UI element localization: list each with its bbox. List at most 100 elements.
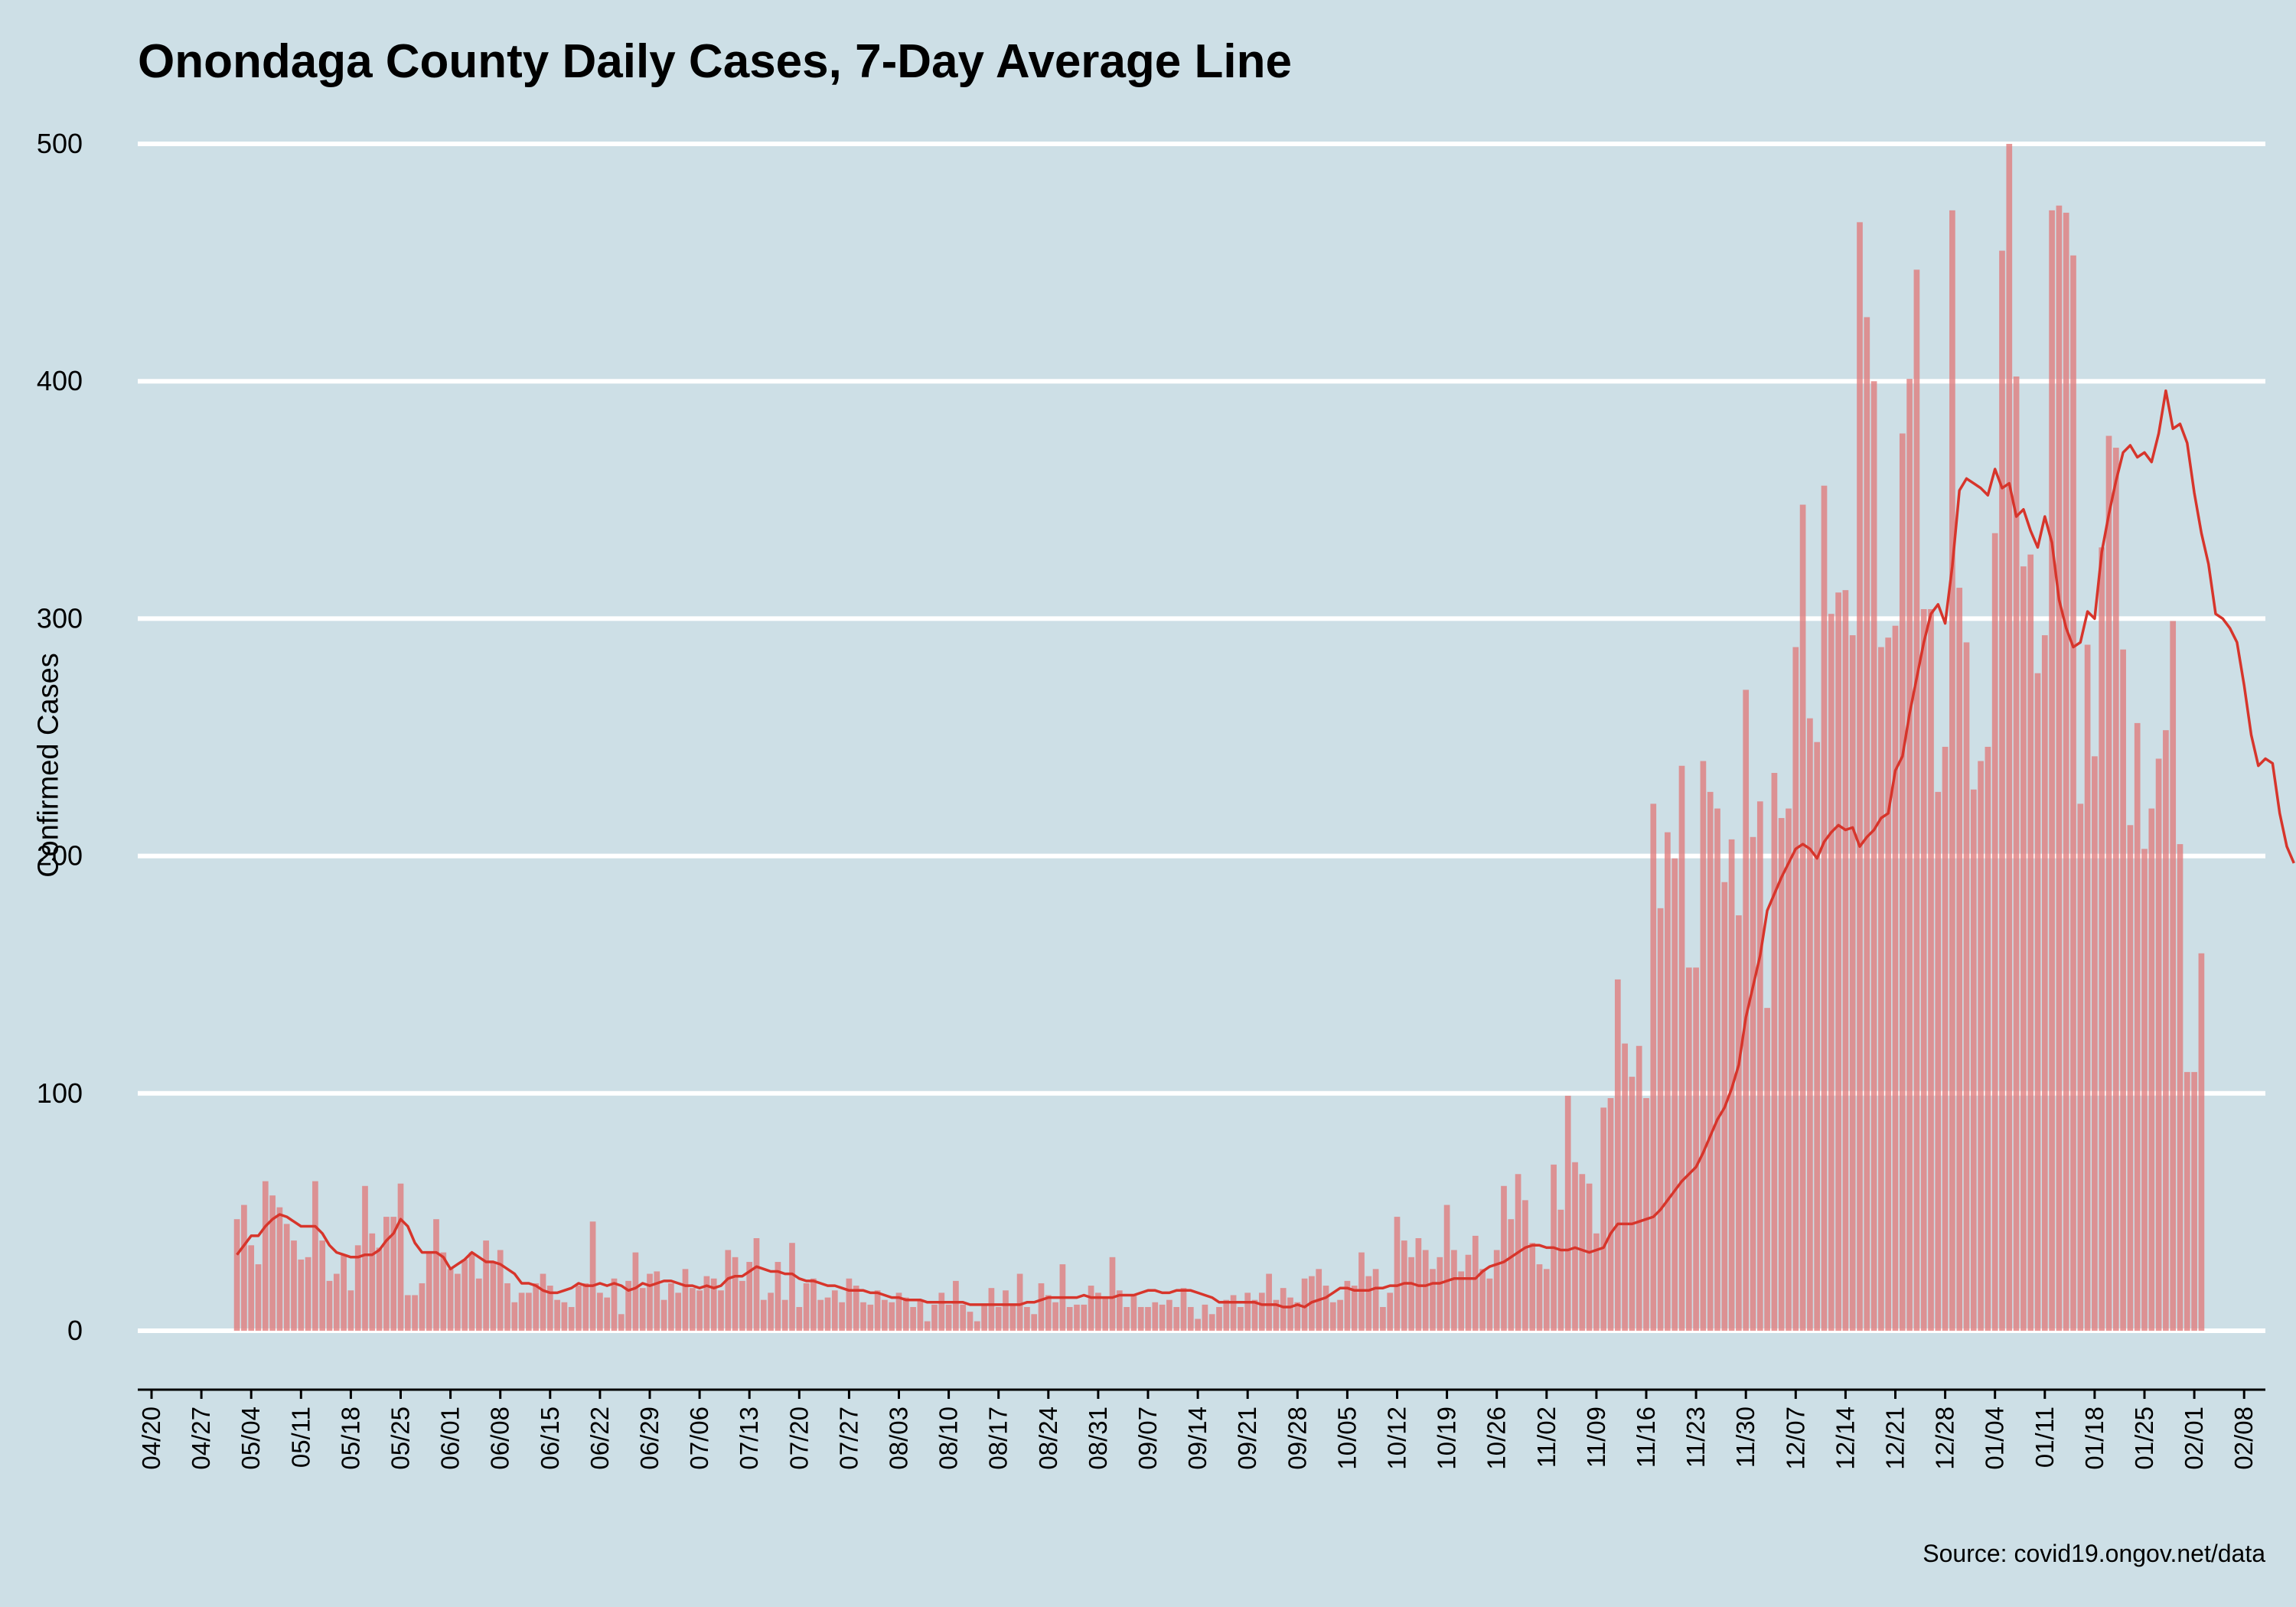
bars-group [233,144,2205,1332]
daily-case-bar [1849,635,1856,1331]
daily-case-bar [1685,967,1692,1331]
daily-case-bar [1821,485,1828,1332]
daily-case-bar [1593,1233,1600,1331]
daily-case-bar [1102,1297,1109,1331]
daily-case-bar [1230,1295,1237,1331]
daily-case-bar [696,1290,703,1331]
daily-case-bar [269,1195,276,1331]
daily-case-bar [1472,1235,1479,1331]
x-tick-label: 08/31 [1084,1407,1112,1470]
x-tick-label: 07/06 [685,1407,713,1470]
daily-case-bar [1978,761,1984,1331]
daily-case-bar [1707,791,1714,1331]
y-tick-label: 300 [37,602,83,634]
daily-case-bar [276,1207,283,1331]
daily-case-bar [1543,1269,1550,1331]
daily-case-bar [1764,1008,1770,1331]
daily-case-bar [974,1321,980,1331]
daily-case-bar [746,1262,753,1331]
daily-case-bar [1109,1257,1116,1331]
daily-case-bar [2006,144,2013,1331]
daily-case-bar [995,1306,1002,1331]
daily-case-bar [1238,1306,1244,1331]
daily-case-bar [1337,1299,1343,1331]
daily-case-bar [1700,761,1707,1331]
daily-case-bar [654,1271,660,1331]
daily-case-bar [518,1292,525,1331]
daily-case-bar [1643,1098,1649,1331]
daily-case-bar [2120,649,2126,1331]
daily-case-bar [632,1252,639,1331]
daily-case-bar [1529,1243,1536,1331]
daily-case-bar [561,1302,568,1331]
daily-case-bar [362,1185,368,1331]
daily-case-bar [1614,979,1621,1331]
daily-case-bar [1258,1292,1265,1331]
daily-case-bar [347,1290,354,1331]
daily-case-bar [1430,1269,1436,1331]
daily-case-bar [824,1297,831,1331]
daily-case-bar [2177,844,2183,1331]
x-tick-label: 10/19 [1433,1407,1461,1470]
x-tick-label: 10/12 [1383,1407,1411,1470]
daily-case-bar [461,1259,468,1331]
daily-case-bar [354,1245,361,1331]
daily-case-bar [319,1240,326,1331]
x-tick-label: 07/20 [784,1407,813,1470]
average-line-group [236,389,2295,1309]
x-tick-label: 06/15 [536,1407,564,1470]
daily-case-bar [1095,1292,1101,1331]
daily-case-bar [511,1302,518,1331]
daily-case-bar [710,1278,717,1331]
daily-case-bar [867,1304,874,1331]
daily-case-bar [1536,1264,1543,1331]
daily-case-bar [333,1273,340,1331]
y-tick-label: 500 [37,128,83,159]
daily-case-bar [341,1254,347,1331]
daily-case-bar [1842,590,1849,1331]
daily-case-bar [1159,1304,1166,1331]
daily-case-bar [1422,1250,1429,1331]
daily-case-bar [262,1181,269,1331]
daily-case-bar [1778,817,1785,1331]
daily-case-bar [582,1283,589,1331]
x-tick-label: 11/02 [1532,1407,1561,1468]
daily-case-bar [568,1306,575,1331]
daily-case-bar [1401,1240,1407,1331]
x-tick-label: 09/14 [1183,1407,1212,1470]
daily-case-bar [1557,1209,1564,1331]
daily-case-bar [1045,1295,1052,1331]
daily-case-bar [675,1292,682,1331]
daily-case-bar [1287,1297,1293,1331]
daily-case-bar [2112,448,2119,1331]
daily-case-bar [554,1299,560,1331]
daily-case-bar [1208,1314,1215,1331]
daily-case-bar [440,1252,447,1331]
daily-case-bar [241,1204,247,1331]
daily-case-bar [1216,1306,1222,1331]
daily-case-bar [404,1295,411,1331]
daily-case-bar [1173,1306,1180,1331]
y-tick-label: 200 [37,840,83,872]
daily-case-bar [298,1259,305,1331]
daily-case-bar [248,1245,255,1331]
daily-case-bar [2013,376,2020,1331]
daily-case-bar [1458,1271,1465,1331]
daily-case-bar [1280,1288,1287,1331]
daily-case-bar [817,1299,824,1331]
daily-case-bar [1009,1304,1016,1331]
daily-case-bar [369,1233,376,1331]
daily-case-bar [1899,433,1906,1332]
daily-case-bar [1579,1174,1586,1331]
daily-case-bar [305,1257,311,1331]
daily-case-bar [874,1290,881,1331]
daily-case-bar [2063,212,2069,1332]
daily-case-bar [490,1262,497,1331]
daily-case-bar [1671,858,1678,1331]
daily-case-bar [1244,1292,1251,1331]
daily-case-bar [960,1304,967,1331]
x-tick-label: 05/25 [386,1407,415,1470]
daily-case-bar [1693,967,1699,1331]
daily-case-bar [1970,789,1977,1331]
daily-case-bar [1636,1045,1642,1331]
